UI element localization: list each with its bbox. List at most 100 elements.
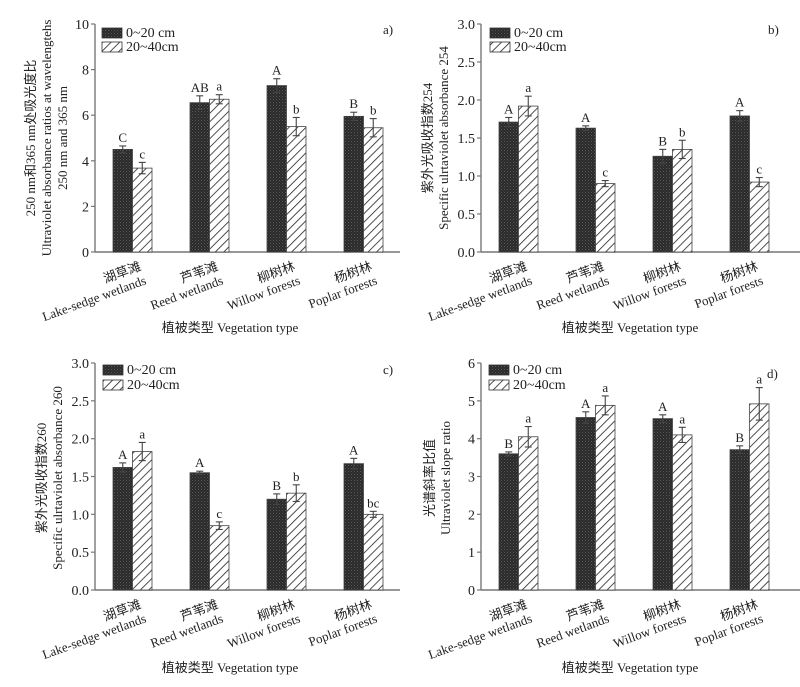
y-tick-label: 2 — [82, 200, 89, 215]
panel-label: a) — [383, 22, 393, 37]
y-tick-label: 1 — [468, 546, 475, 561]
significance-letter: b — [293, 469, 300, 484]
bar-0-20cm — [343, 463, 364, 591]
significance-letter: A — [504, 101, 514, 116]
panel-label: b) — [768, 22, 779, 37]
significance-letter: a — [216, 79, 222, 94]
legend-label-0-20cm: 0~20 cm — [514, 26, 563, 41]
y-axis-title-line-2: Ultraviolet slope ratio — [438, 421, 453, 535]
bar-20-40cm — [209, 98, 230, 253]
significance-letter: a — [525, 80, 531, 95]
panel-label: d) — [767, 366, 778, 381]
y-axis-title-line-2: Specific ulrtaviolet absorbance 254 — [436, 46, 451, 230]
y-tick-label: 4 — [82, 155, 89, 170]
legend: 0~20 cm 20~40cm — [488, 363, 566, 393]
bar-20-40cm — [518, 436, 539, 591]
y-tick-label: 2.5 — [458, 56, 476, 71]
significance-letter: C — [118, 130, 127, 145]
legend-label-20-40cm: 20~40cm — [514, 40, 567, 55]
significance-letter: c — [139, 146, 145, 161]
y-axis-title-line-1: 紫外光吸收指数254 — [420, 82, 435, 193]
significance-letter: B — [272, 478, 281, 493]
y-tick-label: 3.0 — [72, 357, 90, 372]
legend: 0~20 cm 20~40cm — [101, 26, 179, 55]
bar-20-40cm — [286, 126, 307, 253]
bar-0-20cm — [498, 453, 519, 591]
y-tick-label: 1.0 — [72, 508, 90, 523]
legend-swatch-0-20cm — [101, 27, 123, 39]
legend-label-20-40cm: 20~40cm — [127, 378, 180, 393]
bar-20-40cm — [132, 451, 153, 591]
x-category-label-en: Lake-sedge wetlands — [426, 273, 534, 325]
x-category-label-en: Lake-sedge wetlands — [426, 611, 534, 663]
bar-0-20cm — [729, 115, 750, 253]
y-tick-label: 2.0 — [72, 433, 90, 448]
x-category-label-en: Lake-sedge wetlands — [40, 611, 148, 663]
significance-letter: a — [602, 380, 608, 395]
significance-letter: B — [658, 133, 667, 148]
significance-letter: AB — [191, 80, 209, 95]
bar-20-40cm — [286, 492, 307, 591]
x-axis-title: 植被类型 Vegetation type — [162, 660, 299, 675]
y-tick-label: 3 — [468, 471, 475, 486]
y-tick-label: 8 — [82, 64, 89, 79]
significance-letter: A — [195, 455, 205, 470]
bar-20-40cm — [209, 525, 230, 591]
y-axis-title: 250 nm和365 nm处吸光度比 Ultraviolet absorbanc… — [23, 20, 70, 257]
bar-20-40cm — [363, 513, 384, 591]
significance-letter: a — [139, 426, 145, 441]
legend-label-20-40cm: 20~40cm — [513, 378, 566, 393]
legend-swatch-20-40cm — [102, 379, 124, 391]
bar-20-40cm — [363, 127, 384, 253]
bar-0-20cm — [729, 449, 750, 591]
significance-letter: c — [216, 506, 222, 521]
y-axis-title: 光谱斜率比值 Ultraviolet slope ratio — [422, 421, 453, 535]
legend-swatch-20-40cm — [488, 379, 510, 391]
bar-0-20cm — [266, 85, 287, 253]
legend-label-0-20cm: 0~20 cm — [127, 363, 176, 378]
significance-letter: a — [525, 411, 531, 426]
y-tick-label: 1.5 — [72, 471, 90, 486]
bar-0-20cm — [189, 472, 210, 591]
legend-label-0-20cm: 0~20 cm — [126, 26, 175, 41]
bar-20-40cm — [672, 434, 693, 591]
legend-swatch-0-20cm — [489, 27, 511, 39]
y-tick-label: 0.5 — [72, 546, 90, 561]
y-tick-label: 0.0 — [72, 584, 90, 599]
legend: 0~20 cm 20~40cm — [102, 363, 180, 393]
panel-c: 紫外光吸收指数260 Specific ulrtaviolet absorban… — [34, 357, 400, 675]
bar-0-20cm — [189, 102, 210, 253]
bar-0-20cm — [112, 148, 133, 253]
significance-letter: B — [504, 436, 513, 451]
y-axis-title: 紫外光吸收指数260 Specific ulrtaviolet absorban… — [34, 386, 65, 570]
y-axis-title-line-1: 光谱斜率比值 — [422, 439, 437, 517]
y-axis-title-line-2: Specific ulrtaviolet absorbance 260 — [50, 386, 65, 570]
bar-0-20cm — [112, 467, 133, 591]
significance-letter: b — [679, 124, 686, 139]
significance-letter: A — [118, 447, 128, 462]
significance-letter: A — [658, 399, 668, 414]
x-axis-title: 植被类型 Vegetation type — [162, 320, 299, 335]
x-axis-title: 植被类型 Vegetation type — [562, 660, 699, 675]
legend-swatch-0-20cm — [488, 364, 510, 376]
significance-letter: A — [581, 110, 591, 125]
y-tick-label: 2.5 — [72, 395, 90, 410]
y-axis-title-line-1: 250 nm和365 nm处吸光度比 — [23, 60, 38, 217]
y-axis-title: 紫外光吸收指数254 Specific ulrtaviolet absorban… — [420, 46, 451, 230]
y-tick-label: 3.0 — [458, 18, 476, 33]
